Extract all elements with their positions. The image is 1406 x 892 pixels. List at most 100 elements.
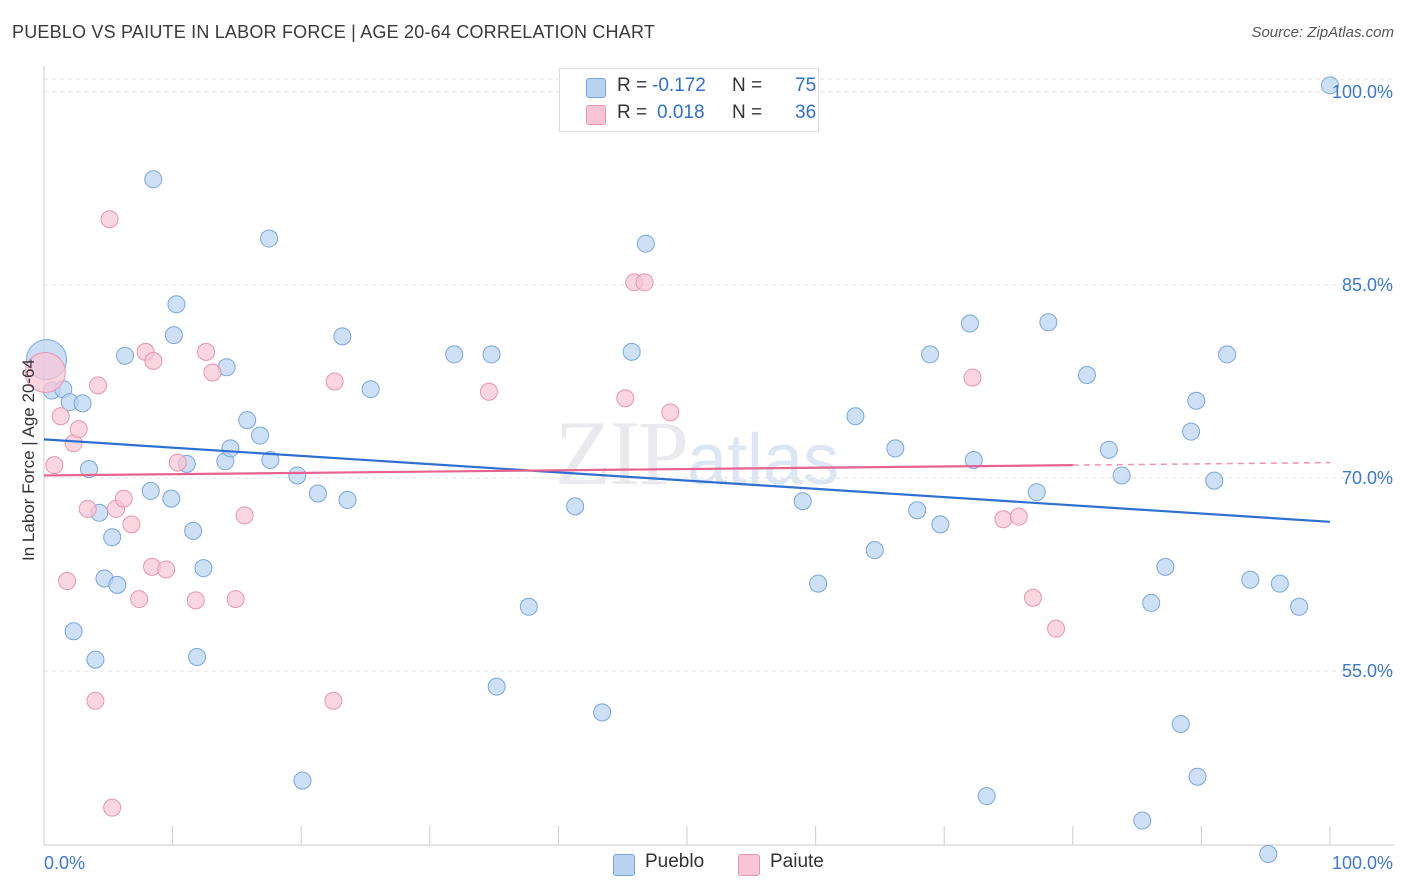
pueblo-point <box>116 346 135 365</box>
paiute-point <box>130 590 149 609</box>
pueblo-point <box>1077 366 1096 385</box>
pueblo-point <box>960 314 979 333</box>
pueblo-point <box>931 515 950 534</box>
gridlines <box>44 78 1394 672</box>
pueblo-point <box>162 489 181 508</box>
pueblo-point <box>566 497 585 516</box>
paiute-point <box>203 363 222 382</box>
paiute-point <box>963 368 982 387</box>
paiute-point <box>157 560 176 579</box>
tick-labels: 55.0% 70.0% 85.0% 100.0% 0.0% 100.0% In Labor … <box>19 82 1393 873</box>
paiute-point <box>114 489 133 508</box>
paiute-point <box>69 420 88 439</box>
paiute-point <box>479 382 498 401</box>
paiute-point <box>86 691 105 710</box>
pueblo-point <box>1142 593 1161 612</box>
pueblo-point <box>184 521 203 540</box>
paiute-point <box>226 590 245 609</box>
pueblo-point <box>86 650 105 669</box>
pueblo-point <box>1188 767 1207 786</box>
pueblo-point <box>846 407 865 426</box>
pueblo-point <box>1099 440 1118 459</box>
legend-r-value: -0.172 <box>652 75 706 96</box>
paiute-point <box>78 499 97 518</box>
pueblo-trend-line <box>43 438 1331 523</box>
paiute-swatch <box>738 854 760 876</box>
paiute-point <box>100 210 119 229</box>
pueblo-point <box>361 380 380 399</box>
pueblo-point <box>251 426 270 445</box>
pueblo-point <box>1112 466 1131 485</box>
pueblo-point <box>636 234 655 253</box>
pueblo-point <box>167 295 186 314</box>
legend-r-label: R = <box>617 102 648 123</box>
paiute-point <box>616 389 635 408</box>
pueblo-point <box>103 528 122 547</box>
paiute-point <box>1047 619 1066 638</box>
legend-n-value: 36 <box>795 102 817 123</box>
pueblo-point <box>1133 811 1152 830</box>
paiute-point <box>24 351 66 393</box>
pueblo-point <box>622 342 641 361</box>
pueblo-point <box>164 326 183 345</box>
paiute-point <box>45 456 64 475</box>
pueblo-point <box>64 622 83 641</box>
legend-n-label: N = <box>732 102 763 123</box>
pueblo-point <box>238 411 257 430</box>
paiute-point <box>103 798 122 817</box>
pueblo-point <box>1270 574 1289 593</box>
pueblo-point <box>221 439 240 458</box>
paiute-point <box>58 572 77 591</box>
pueblo-point <box>144 170 163 189</box>
pueblo-point <box>809 574 828 593</box>
paiute-point <box>186 591 205 610</box>
paiute-point <box>89 376 108 395</box>
paiute-points <box>24 210 1066 817</box>
pueblo-point <box>964 451 983 470</box>
pueblo-point <box>194 559 213 578</box>
paiute-point <box>144 351 163 370</box>
pueblo-point <box>865 541 884 560</box>
pueblo-point <box>141 481 160 500</box>
pueblo-point <box>338 490 357 509</box>
x-tick-label: 100.0% <box>1332 853 1393 873</box>
pueblo-point <box>333 327 352 346</box>
pueblo-point <box>487 677 506 696</box>
y-tick-label: 85.0% <box>1342 275 1393 295</box>
pueblo-point <box>519 597 538 616</box>
trend-lines <box>43 438 1331 523</box>
chart-title: PUEBLO VS PAIUTE IN LABOR FORCE | AGE 20… <box>12 22 656 42</box>
legend-label-pueblo: Pueblo <box>645 851 705 872</box>
pueblo-point <box>1182 422 1201 441</box>
pueblo-point <box>261 451 280 470</box>
pueblo-swatch <box>586 78 606 98</box>
pueblo-point <box>1218 345 1237 364</box>
pueblo-point <box>260 229 279 248</box>
paiute-trend-extension <box>1072 461 1331 466</box>
paiute-point <box>994 510 1013 529</box>
pueblo-point <box>1205 471 1224 490</box>
pueblo-point <box>1290 597 1309 616</box>
pueblo-point <box>308 484 327 503</box>
pueblo-point <box>445 345 464 364</box>
paiute-swatch <box>586 105 606 125</box>
y-axis-label: In Labor Force | Age 20-64 <box>19 359 38 561</box>
legend-label-paiute: Paiute <box>770 851 824 872</box>
paiute-point <box>122 515 141 534</box>
pueblo-point <box>977 787 996 806</box>
pueblo-swatch <box>613 854 635 876</box>
pueblo-point <box>1241 570 1260 589</box>
pueblo-point <box>1156 557 1175 576</box>
pueblo-point <box>593 703 612 722</box>
y-tick-label: 55.0% <box>1342 661 1393 681</box>
pueblo-point <box>288 466 307 485</box>
paiute-point <box>325 372 344 391</box>
pueblo-point <box>1259 845 1278 864</box>
pueblo-point <box>1027 483 1046 502</box>
pueblo-point <box>908 501 927 520</box>
pueblo-point <box>1187 391 1206 410</box>
pueblo-point <box>293 771 312 790</box>
pueblo-point <box>188 648 207 667</box>
correlation-legend: R = -0.172 N = 75 R = 0.018 N = 36 <box>559 68 819 132</box>
